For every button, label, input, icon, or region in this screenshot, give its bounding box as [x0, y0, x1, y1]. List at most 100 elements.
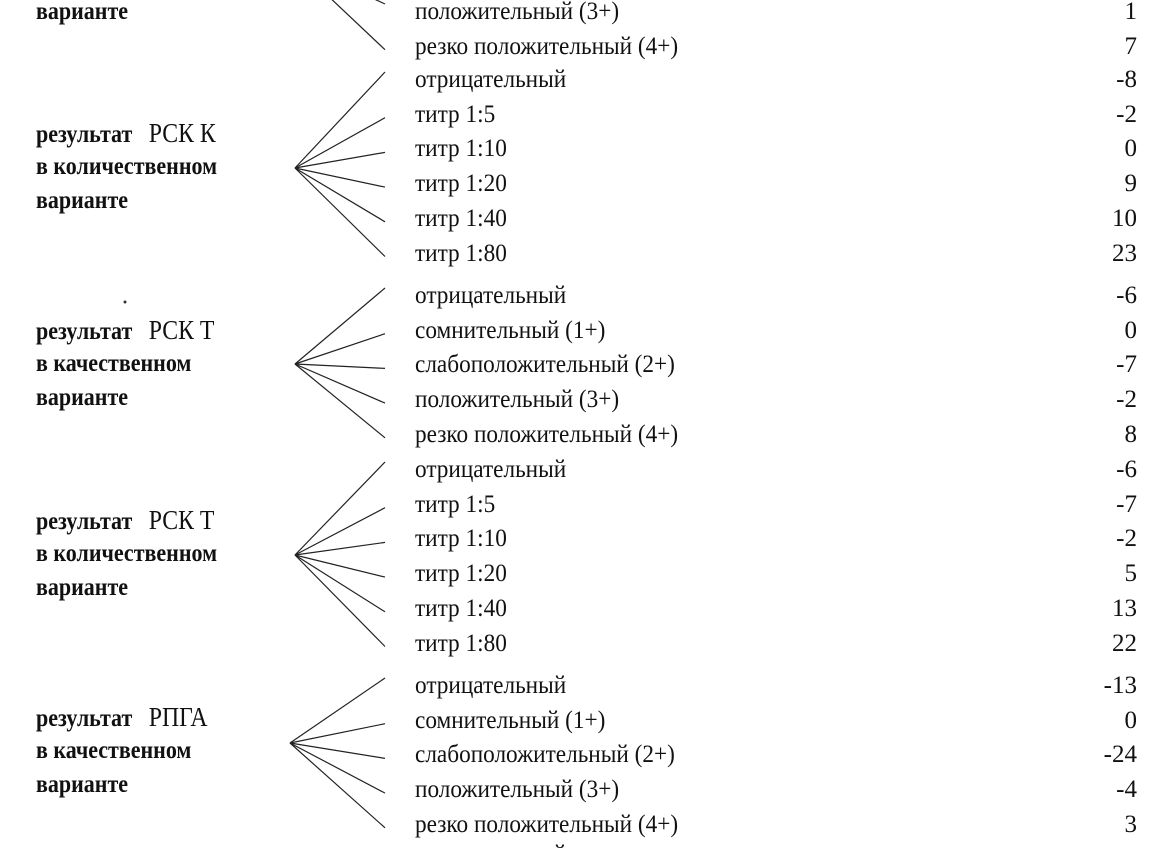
label-text: результат	[36, 318, 133, 345]
label-text: в количественном	[36, 540, 218, 567]
result-category: резко положительный (4+)	[415, 810, 679, 838]
group-label-line: в качественном	[36, 736, 191, 766]
group-label-line: результат РСК Т	[36, 505, 214, 537]
label-text: варианте	[36, 187, 129, 214]
result-category: слабоположительный (2+)	[415, 741, 675, 769]
result-value: 22	[1112, 629, 1137, 657]
branch-line	[294, 167, 386, 188]
branch-line	[294, 507, 386, 556]
group-label-line: в количественном	[36, 539, 217, 569]
branch-line	[294, 554, 386, 613]
result-category: сомнительный (1+)	[415, 706, 606, 734]
result-value: -8	[1116, 66, 1137, 93]
result-category: титр 1:20	[415, 170, 507, 198]
branch-line	[289, 742, 386, 829]
test-abbreviation: РПГА	[142, 702, 208, 732]
label-text: результат	[36, 121, 133, 148]
group-label-line: варианте	[36, 383, 128, 413]
result-category: отрицательный	[415, 282, 567, 309]
branch-line	[289, 723, 386, 744]
result-category: титр 1:5	[415, 100, 496, 128]
branch-line	[294, 287, 386, 365]
result-value: 0	[1124, 706, 1138, 734]
branch-line	[294, 167, 386, 257]
result-value: 3	[1124, 810, 1138, 838]
label-text: результат	[36, 508, 133, 535]
test-abbreviation: РСК Т	[142, 505, 215, 535]
branch-line	[331, 0, 386, 51]
result-category: титр 1:40	[415, 594, 507, 622]
result-value: -13	[1103, 672, 1137, 699]
result-value: 13	[1112, 594, 1137, 622]
group-label-line: результат РПГА	[36, 702, 207, 734]
result-category: отрицательный	[415, 840, 566, 849]
result-category: отрицательный	[415, 66, 567, 93]
label-text: в количественном	[36, 153, 218, 180]
branch-line	[289, 677, 386, 744]
result-value: -2	[1116, 386, 1137, 414]
result-category: отрицательный	[415, 456, 567, 483]
scan-speck	[123, 300, 127, 304]
result-value: -2	[1116, 525, 1137, 553]
label-text: варианте	[36, 0, 129, 25]
branch-line	[374, 0, 386, 5]
test-abbreviation: РСК К	[142, 118, 216, 148]
result-category: титр 1:10	[415, 525, 507, 553]
branch-line	[294, 554, 386, 578]
result-category: положительный (3+)	[415, 386, 620, 414]
result-value: -6	[1116, 282, 1137, 309]
branch-line	[294, 167, 386, 223]
result-value: 0	[1124, 135, 1138, 163]
result-category: резко положительный (4+)	[415, 420, 679, 448]
label-text: в качественном	[36, 737, 192, 764]
group-label-line: варианте	[36, 186, 128, 216]
group-label-line: варианте	[36, 573, 128, 603]
result-value: 1	[1124, 0, 1138, 25]
branch-line	[294, 363, 386, 439]
label-text: результат	[36, 705, 133, 732]
branch-line	[294, 363, 386, 404]
group-label-line: результат РСК К	[36, 118, 216, 150]
result-value: 10	[1112, 204, 1137, 232]
result-category: титр 1:10	[415, 135, 507, 163]
result-value: 5	[1124, 560, 1138, 588]
result-value: 0	[1124, 316, 1138, 344]
result-value: -4	[1116, 776, 1137, 804]
result-category: положительный (3+)	[415, 776, 620, 804]
group-label-line: в качественном	[36, 349, 191, 379]
result-category: слабоположительный (2+)	[415, 351, 675, 379]
result-value: 23	[1112, 239, 1137, 267]
result-value: 7	[1124, 32, 1138, 60]
branch-line	[289, 742, 386, 794]
result-category: титр 1:5	[415, 490, 496, 518]
group-label-line: варианте	[36, 0, 128, 27]
branch-line	[294, 117, 386, 169]
branch-line	[294, 541, 386, 556]
result-value: -24	[1103, 741, 1137, 769]
branch-line	[289, 742, 386, 759]
branch-line	[294, 554, 386, 647]
result-value: -2	[1116, 100, 1137, 128]
label-text: варианте	[36, 384, 129, 411]
result-category: титр 1:20	[415, 560, 507, 588]
label-text: в качественном	[36, 350, 192, 377]
branch-line	[294, 71, 386, 169]
result-category: резко положительный (4+)	[415, 32, 679, 60]
result-value: -7	[1116, 351, 1137, 379]
group-label-line: в количественном	[36, 152, 217, 182]
branch-line	[294, 151, 386, 169]
branch-line	[294, 333, 386, 365]
result-category: сомнительный (1+)	[415, 316, 606, 344]
branch-line	[294, 363, 386, 369]
result-category: титр 1:80	[415, 239, 507, 267]
result-category: положительный (3+)	[415, 0, 620, 25]
result-value: 8	[1124, 420, 1138, 448]
label-text: варианте	[36, 574, 129, 601]
result-value: -7	[1116, 490, 1137, 518]
label-text: варианте	[36, 771, 129, 798]
test-abbreviation: РСК Т	[142, 315, 215, 345]
result-category: титр 1:40	[415, 204, 507, 232]
result-value: 9	[1124, 170, 1138, 198]
